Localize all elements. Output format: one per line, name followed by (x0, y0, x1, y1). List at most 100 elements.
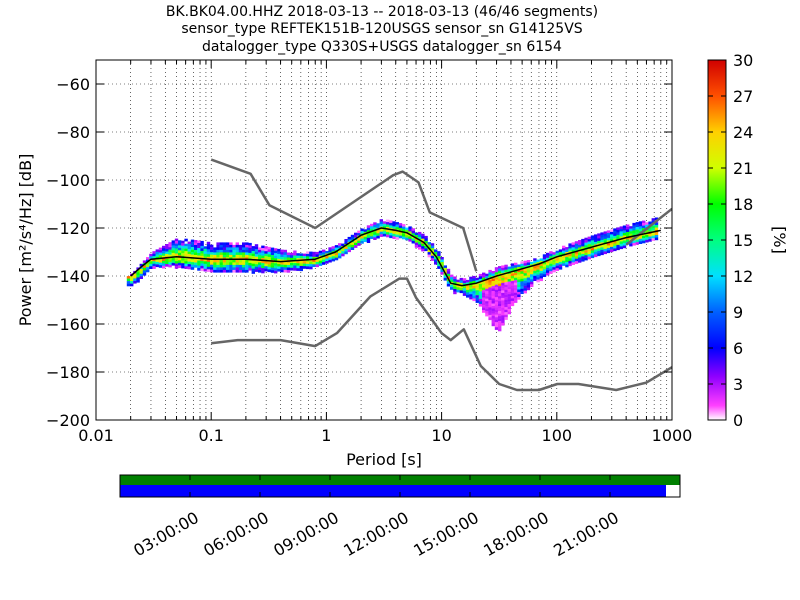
colorbar-tick-label: 21 (733, 159, 753, 178)
density-bin (293, 253, 297, 256)
density-bin (418, 241, 422, 245)
density-bin (146, 269, 150, 273)
density-bin (139, 273, 143, 277)
density-bin (507, 266, 511, 270)
density-bin (402, 224, 406, 227)
density-bin (229, 252, 233, 256)
density-bin (472, 278, 476, 282)
density-bin (526, 262, 531, 266)
density-bin (395, 232, 399, 235)
density-bin (283, 254, 287, 258)
density-bin (347, 246, 351, 250)
density-bin (184, 238, 188, 242)
density-bin (654, 225, 659, 228)
density-bin (571, 259, 575, 263)
density-bin (594, 246, 598, 250)
density-bin (629, 236, 633, 239)
density-bin (283, 249, 287, 253)
density-bin (456, 287, 460, 290)
density-bin (187, 244, 191, 247)
density-bin (414, 232, 419, 236)
density-bin (536, 277, 540, 280)
density-bin (142, 265, 147, 269)
density-bin (274, 265, 278, 269)
density-bin (350, 237, 355, 240)
density-bin (296, 260, 300, 264)
density-bin (357, 240, 361, 244)
density-bin (440, 259, 444, 263)
density-bin (171, 247, 175, 251)
density-bin (158, 247, 163, 251)
density-bin (261, 265, 265, 269)
density-bin (594, 241, 598, 245)
density-bin (219, 244, 223, 248)
density-bin (142, 267, 147, 271)
density-bin (232, 247, 236, 251)
density-bin (133, 278, 137, 282)
density-bin (574, 243, 579, 247)
density-bin (549, 261, 553, 264)
density-bin (434, 256, 438, 260)
density-bin (654, 232, 659, 236)
density-bin (286, 265, 291, 268)
x-tick-label: 1 (321, 426, 331, 445)
density-bin (552, 262, 556, 265)
density-bin (622, 238, 627, 241)
density-bin (437, 266, 441, 269)
density-bin (136, 272, 140, 276)
density-bin (206, 244, 211, 247)
density-bin (485, 308, 489, 312)
density-bin (178, 250, 182, 253)
density-bin (296, 265, 300, 269)
density-bin (645, 237, 649, 240)
density-bin (222, 247, 227, 251)
density-bin (306, 253, 310, 257)
density-bin (491, 306, 495, 309)
density-bin (523, 288, 527, 291)
density-bin (238, 262, 243, 266)
density-bin (392, 221, 396, 224)
density-bin (491, 298, 495, 302)
density-bin (395, 234, 399, 238)
density-bin (475, 300, 479, 303)
density-bin (530, 284, 534, 287)
density-bin (226, 254, 230, 258)
density-bin (334, 247, 339, 251)
density-bin (581, 256, 585, 260)
density-bin (613, 235, 617, 239)
density-bin (139, 271, 143, 274)
density-bin (133, 275, 137, 279)
density-bin (645, 234, 649, 238)
density-bin (558, 266, 563, 270)
density-bin (190, 259, 195, 263)
density-bin (610, 234, 614, 238)
density-bin (555, 258, 559, 261)
density-bin (498, 281, 502, 284)
density-bin (264, 246, 268, 249)
density-bin (322, 262, 326, 265)
density-bin (654, 237, 659, 241)
density-bin (619, 246, 623, 250)
density-bin (638, 226, 643, 229)
density-bin (318, 260, 323, 264)
timeline-tick-label: 06:00:00 (200, 508, 272, 560)
density-bin (488, 284, 492, 288)
density-bin (229, 242, 233, 246)
density-bin (546, 267, 550, 271)
density-bin (642, 240, 646, 244)
density-bin (360, 236, 364, 239)
density-bin (290, 262, 294, 266)
density-bin (613, 230, 617, 234)
density-bin (488, 287, 492, 291)
density-bin (238, 244, 243, 248)
density-bin (200, 253, 204, 257)
density-bin (597, 245, 601, 249)
density-bin (491, 303, 495, 307)
density-bin (501, 300, 505, 304)
density-bin (581, 251, 585, 255)
density-bin (315, 254, 319, 258)
density-bin (581, 253, 585, 257)
density-bin (408, 226, 412, 230)
density-bin (427, 242, 431, 245)
density-bin (213, 269, 217, 273)
